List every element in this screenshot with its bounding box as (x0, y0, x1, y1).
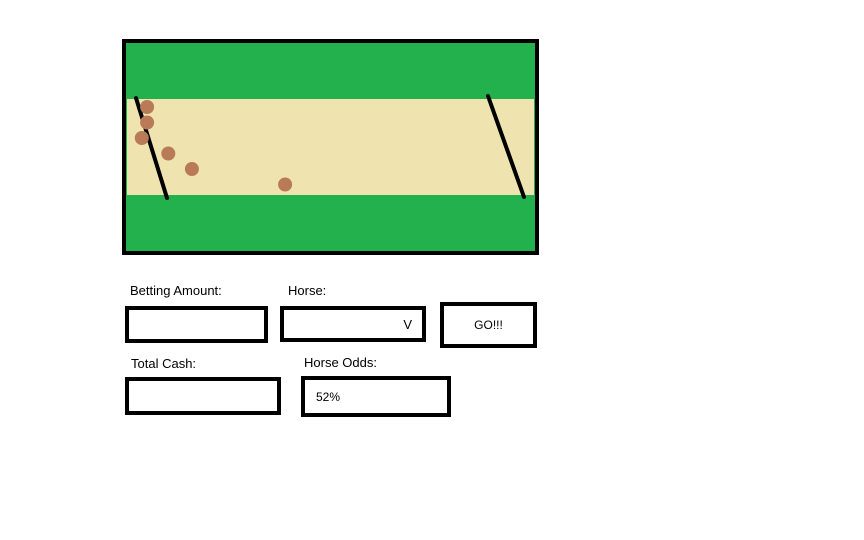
horse-odds-display: 52% (301, 376, 451, 417)
horse-select[interactable]: V (280, 306, 426, 342)
horse-marker-3 (134, 131, 149, 145)
go-button[interactable]: GO!!! (440, 302, 537, 348)
betting-amount-input[interactable] (125, 306, 268, 343)
betting-amount-label: Betting Amount: (130, 283, 222, 298)
go-button-label: GO!!! (474, 318, 503, 332)
track-dirt (127, 99, 534, 195)
total-cash-input[interactable] (125, 377, 281, 415)
horse-marker-6 (278, 177, 293, 192)
start-line (134, 96, 169, 200)
horse-label: Horse: (288, 283, 327, 298)
horse-marker-5 (184, 162, 199, 176)
total-cash-label: Total Cash: (131, 356, 197, 371)
dropdown-arrow-icon[interactable]: V (403, 317, 412, 332)
finish-line (486, 94, 526, 199)
horse-odds-label: Horse Odds: (304, 355, 377, 370)
horse-marker-2 (140, 115, 155, 130)
horse-marker-1 (140, 100, 155, 114)
horse-marker-4 (161, 146, 176, 161)
horse-odds-value: 52% (316, 390, 341, 404)
horses-layer (134, 100, 293, 192)
